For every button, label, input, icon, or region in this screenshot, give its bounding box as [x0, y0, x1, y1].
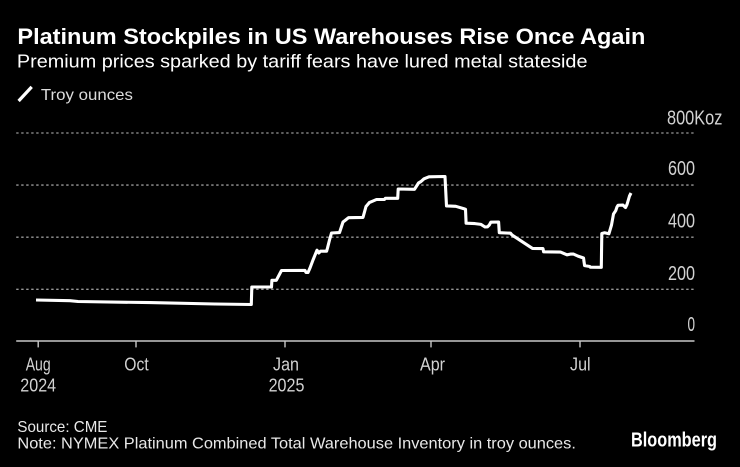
svg-text:800Koz: 800Koz: [667, 107, 722, 129]
svg-text:200: 200: [668, 263, 695, 285]
svg-text:2025: 2025: [269, 375, 305, 395]
svg-text:Oct: Oct: [124, 354, 148, 374]
svg-text:Bloomberg: Bloomberg: [631, 429, 717, 452]
svg-text:Jan: Jan: [273, 354, 299, 374]
svg-text:Platinum Stockpiles in US Ware: Platinum Stockpiles in US Warehouses Ris…: [17, 24, 645, 49]
svg-text:Premium prices sparked by tari: Premium prices sparked by tariff fears h…: [17, 50, 588, 71]
svg-text:Aug: Aug: [26, 354, 51, 374]
svg-text:Note: NYMEX Platinum Combined: Note: NYMEX Platinum Combined Total Ware…: [17, 435, 576, 452]
svg-text:600: 600: [668, 158, 695, 180]
svg-text:400: 400: [668, 211, 695, 233]
svg-text:2024: 2024: [20, 375, 56, 395]
svg-text:Source: CME: Source: CME: [17, 419, 107, 436]
svg-text:Jul: Jul: [570, 354, 591, 374]
svg-text:Apr: Apr: [420, 354, 445, 374]
svg-text:0: 0: [688, 314, 696, 336]
svg-text:Troy ounces: Troy ounces: [41, 87, 133, 104]
